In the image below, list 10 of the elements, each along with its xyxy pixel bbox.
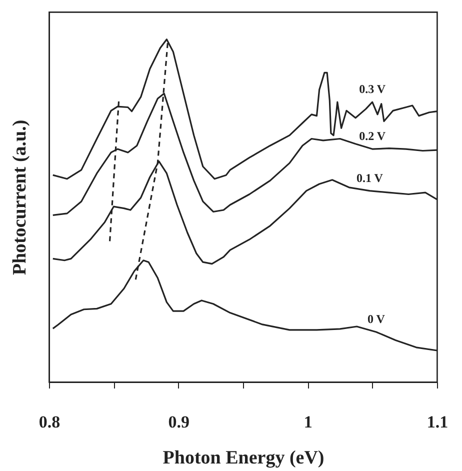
series-label: 0.1 V (356, 170, 384, 185)
y-axis-title: Photocurrent (a.u.) (10, 120, 30, 276)
series-label: 0 V (367, 312, 386, 326)
x-axis-title: Photon Energy (eV) (162, 448, 324, 468)
series-label: 0.2 V (359, 129, 386, 144)
series-label: 0.3 V (359, 82, 386, 96)
x-tick-label: 0.8 (38, 412, 60, 432)
x-tick-label: 1.1 (426, 412, 448, 432)
x-tick-label: 1 (304, 412, 312, 432)
x-tick-label: 0.9 (168, 412, 190, 432)
